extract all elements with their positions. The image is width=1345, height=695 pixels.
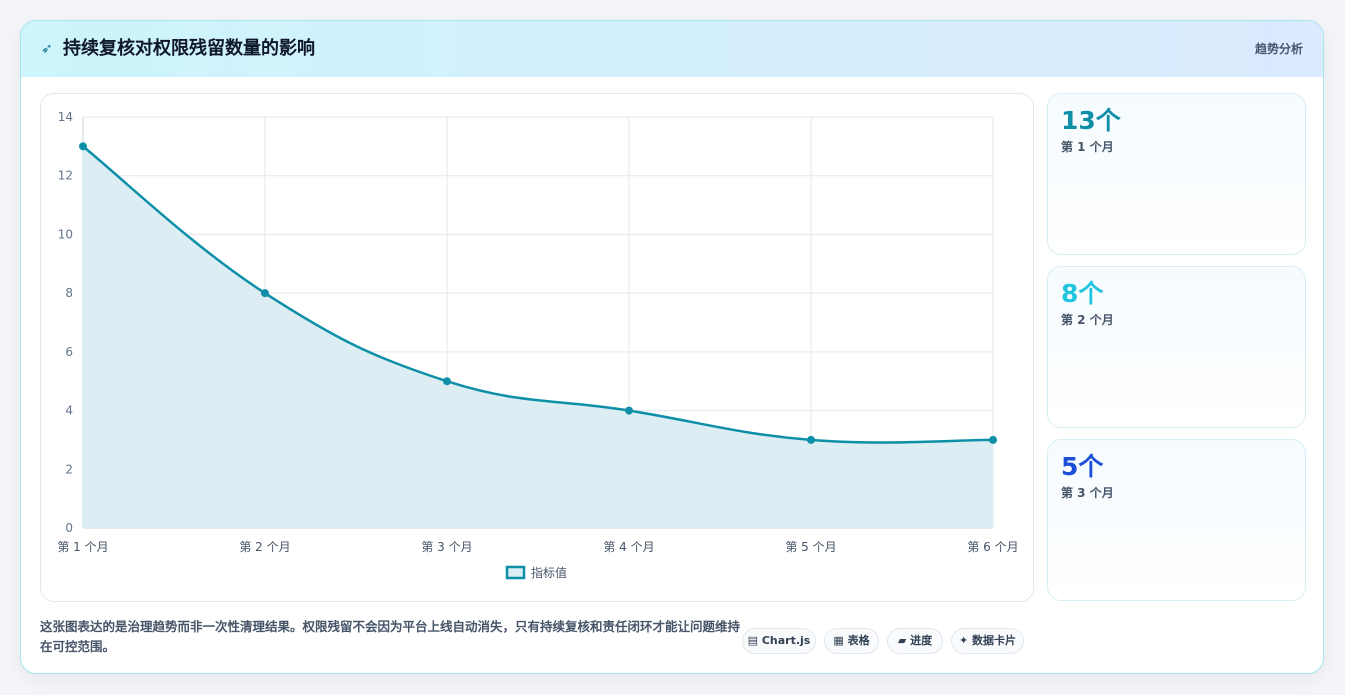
- legend-swatch: [505, 565, 526, 580]
- line-chart: 0 2 4 6 8 10 12 14 第 1 个月 第 2 个月 第 3 个月 第 4 个月 第 5 个…: [57, 110, 1018, 580]
- x-tick-label: 第 1 个月: [57, 540, 108, 554]
- stat-label: 第 2 个月: [1061, 313, 1114, 327]
- x-tick-label: 第 2 个月: [239, 540, 290, 554]
- y-tick-label: 0: [65, 521, 73, 535]
- series-line: [82, 145, 994, 444]
- x-tick-label: 第 6 个月: [967, 540, 1018, 554]
- data-point: [625, 406, 633, 415]
- series-area: [83, 146, 993, 528]
- card-title: 持续复核对权限残留数量的影响: [63, 38, 315, 59]
- x-tick-label: 第 5 个月: [785, 540, 836, 554]
- stat-card-2: 8个 第 2 个月: [1047, 266, 1306, 428]
- y-tick-label: 6: [65, 345, 73, 359]
- chip-data-card[interactable]: ✦ 数据卡片: [951, 628, 1024, 654]
- data-point: [989, 435, 997, 444]
- stat-value: 13个: [1061, 106, 1121, 135]
- x-tick-label: 第 4 个月: [603, 540, 654, 554]
- stat-label: 第 1 个月: [1061, 140, 1114, 154]
- legend-label: 指标值: [531, 565, 567, 580]
- chip-progress[interactable]: ▰ 进度: [887, 628, 943, 654]
- stat-label: 第 3 个月: [1061, 486, 1114, 500]
- analysis-tag: 趋势分析: [1254, 42, 1303, 56]
- stat-card-3: 5个 第 3 个月: [1047, 439, 1306, 601]
- y-tick-label: 2: [65, 462, 73, 476]
- data-point: [261, 289, 269, 298]
- chip-chartjs[interactable]: ▤ Chart.js: [742, 628, 816, 654]
- x-tick-label: 第 3 个月: [421, 540, 472, 554]
- data-point: [79, 142, 87, 151]
- chart-card: ➶ 持续复核对权限残留数量的影响 趋势分析 0 2 4 6 8 10 12 14 第 1 个月第…: [20, 20, 1324, 674]
- data-point: [807, 435, 815, 444]
- chip-table[interactable]: ▦ 表格: [824, 628, 879, 654]
- sparkle-icon: ➶: [41, 41, 53, 57]
- stat-value: 8个: [1061, 279, 1104, 308]
- chart-panel: 0 2 4 6 8 10 12 14 第 1 个月 第 2 个月 第 3 个月 第 4 个月 第 5 个…: [40, 93, 1034, 602]
- data-point: [443, 377, 451, 386]
- card-header: ➶ 持续复核对权限残留数量的影响 趋势分析: [21, 21, 1323, 77]
- chart-note: 这张图表达的是治理趋势而非一次性清理结果。权限残留不会因为平台上线自动消失，只有…: [40, 619, 741, 654]
- stat-card-1: 13个 第 1 个月: [1047, 93, 1306, 255]
- y-tick-label: 12: [58, 169, 73, 183]
- y-tick-label: 14: [58, 110, 73, 124]
- y-tick-label: 8: [65, 286, 73, 300]
- y-tick-label: 4: [65, 404, 73, 418]
- y-tick-label: 10: [58, 227, 73, 241]
- stat-value: 5个: [1061, 452, 1104, 481]
